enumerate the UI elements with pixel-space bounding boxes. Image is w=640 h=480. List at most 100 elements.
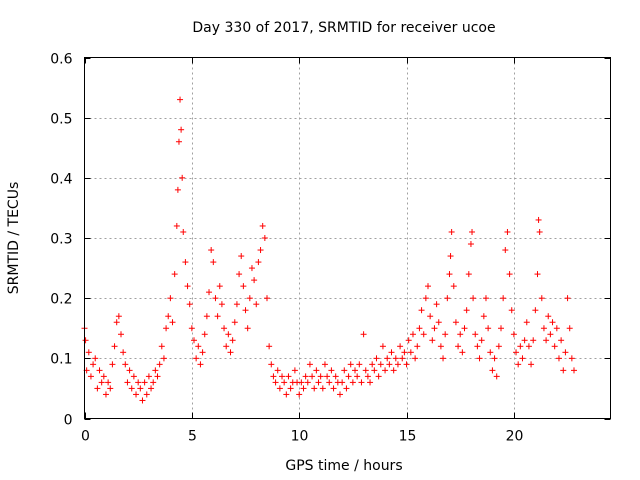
data-point bbox=[231, 319, 238, 326]
data-point bbox=[547, 331, 554, 338]
data-point bbox=[568, 355, 575, 362]
data-point bbox=[401, 349, 408, 356]
data-point bbox=[538, 295, 545, 302]
y-tick-label: 0.5 bbox=[50, 112, 72, 128]
data-point bbox=[218, 301, 225, 308]
data-point bbox=[521, 337, 528, 344]
data-point bbox=[253, 301, 260, 308]
data-point bbox=[362, 367, 369, 374]
data-point bbox=[513, 349, 520, 356]
x-tick-label: 5 bbox=[188, 429, 197, 445]
data-point bbox=[203, 313, 210, 320]
data-point bbox=[517, 343, 524, 350]
data-point bbox=[450, 283, 457, 290]
data-point bbox=[330, 385, 337, 392]
data-point bbox=[412, 355, 419, 362]
data-point bbox=[276, 385, 283, 392]
data-point bbox=[85, 349, 92, 356]
data-point bbox=[543, 337, 550, 344]
x-axis-label: GPS time / hours bbox=[285, 458, 402, 474]
data-point bbox=[482, 295, 489, 302]
data-point bbox=[283, 391, 290, 398]
data-point bbox=[177, 96, 184, 103]
data-point bbox=[171, 271, 178, 278]
data-point bbox=[382, 367, 389, 374]
data-point bbox=[238, 253, 245, 260]
data-point bbox=[549, 319, 556, 326]
y-tick-label: 0.3 bbox=[50, 232, 72, 248]
data-point bbox=[167, 295, 174, 302]
data-point bbox=[251, 277, 258, 284]
data-point bbox=[540, 325, 547, 332]
data-point bbox=[474, 343, 481, 350]
data-point bbox=[135, 379, 142, 386]
data-point bbox=[500, 295, 507, 302]
data-point bbox=[154, 373, 161, 380]
data-point bbox=[487, 349, 494, 356]
data-point bbox=[375, 373, 382, 380]
data-point bbox=[268, 361, 275, 368]
data-point bbox=[182, 259, 189, 266]
data-point bbox=[186, 301, 193, 308]
data-point bbox=[444, 295, 451, 302]
data-point bbox=[472, 331, 479, 338]
axis-ticks: 0 0.1 0.2 0.3 0.4 0.5 0.6 0 5 10 15 20 bbox=[50, 52, 611, 445]
data-point bbox=[469, 228, 476, 235]
data-point bbox=[555, 355, 562, 362]
data-point bbox=[309, 373, 316, 380]
data-point bbox=[465, 271, 472, 278]
data-point bbox=[122, 361, 129, 368]
data-point bbox=[240, 283, 247, 290]
data-point bbox=[113, 319, 120, 326]
data-point bbox=[201, 331, 208, 338]
data-point bbox=[343, 385, 350, 392]
data-point bbox=[532, 307, 539, 314]
data-point bbox=[174, 186, 181, 193]
data-point bbox=[261, 235, 268, 241]
data-point bbox=[480, 313, 487, 320]
data-point bbox=[156, 361, 163, 368]
data-point bbox=[126, 367, 133, 374]
data-point bbox=[87, 373, 94, 380]
data-point bbox=[227, 349, 234, 356]
data-point bbox=[352, 367, 359, 374]
data-point bbox=[377, 361, 384, 368]
data-point bbox=[326, 379, 333, 386]
data-point bbox=[358, 379, 365, 386]
data-point bbox=[208, 247, 215, 254]
data-point bbox=[367, 379, 374, 386]
data-point bbox=[148, 385, 155, 392]
data-point bbox=[124, 379, 131, 386]
data-point bbox=[478, 337, 485, 344]
data-point bbox=[296, 391, 303, 398]
data-point bbox=[360, 331, 367, 338]
data-point bbox=[435, 319, 442, 326]
data-point bbox=[502, 247, 509, 254]
data-point bbox=[304, 379, 311, 386]
data-point bbox=[272, 379, 279, 386]
data-point bbox=[179, 174, 186, 181]
data-point bbox=[515, 361, 522, 368]
data-point bbox=[356, 361, 363, 368]
data-point bbox=[508, 307, 515, 314]
data-point bbox=[345, 373, 352, 380]
data-point bbox=[188, 325, 195, 332]
data-point bbox=[440, 355, 447, 362]
plot-frame bbox=[84, 57, 611, 419]
data-point bbox=[216, 283, 223, 290]
data-point bbox=[115, 313, 122, 320]
data-point bbox=[551, 343, 558, 350]
data-point bbox=[169, 319, 176, 326]
data-point bbox=[431, 325, 438, 332]
data-point bbox=[467, 241, 474, 248]
data-point bbox=[266, 343, 273, 350]
data-point bbox=[300, 385, 307, 392]
data-point bbox=[141, 379, 148, 386]
x-tick-label: 0 bbox=[81, 429, 90, 445]
data-point bbox=[165, 313, 172, 320]
data-point bbox=[109, 361, 116, 368]
data-point bbox=[178, 126, 185, 133]
data-point bbox=[102, 391, 109, 398]
data-point bbox=[212, 295, 219, 302]
y-tick-label: 0.6 bbox=[50, 52, 72, 68]
